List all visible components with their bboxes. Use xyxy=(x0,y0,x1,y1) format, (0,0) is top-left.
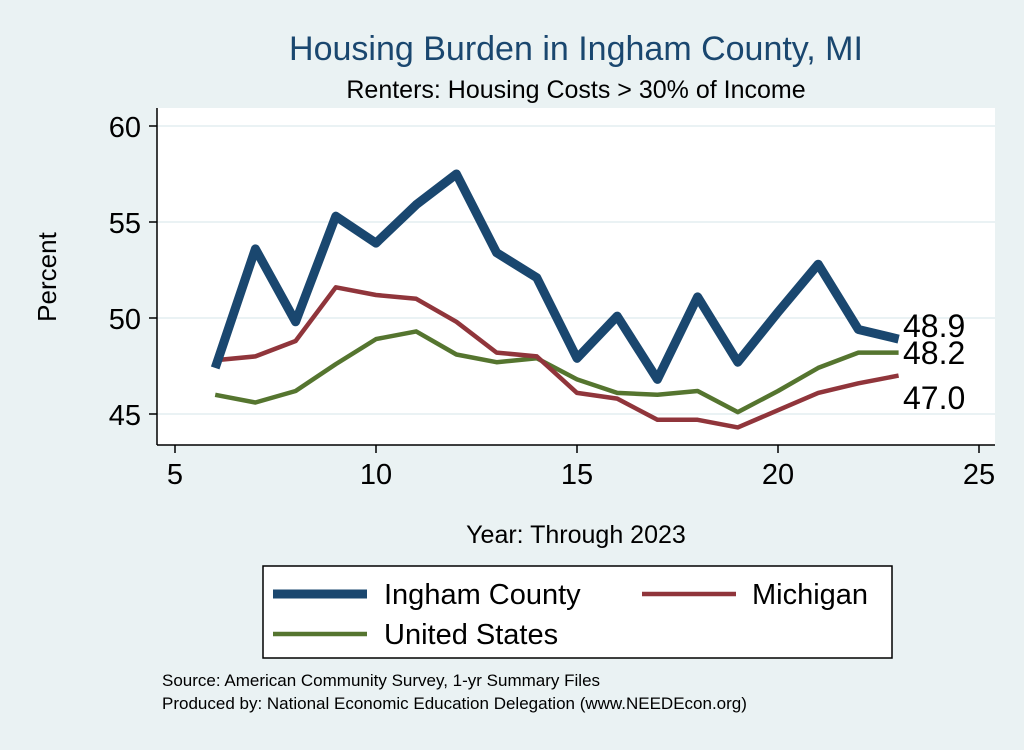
y-tick-label-55: 55 xyxy=(109,208,141,240)
series-line-michigan xyxy=(214,285,900,430)
y-tick-label-60: 60 xyxy=(109,112,141,144)
end-label-michigan: 47.0 xyxy=(903,380,965,416)
y-tick-label-45: 45 xyxy=(109,400,141,432)
x-axis-label: Year: Through 2023 xyxy=(466,521,686,549)
series-line-ingham-county xyxy=(210,169,900,384)
x-tick-label-20: 20 xyxy=(762,459,794,491)
produced-note: Produced by: National Economic Education… xyxy=(162,694,747,713)
source-note: Source: American Community Survey, 1-yr … xyxy=(162,671,600,690)
x-tick-label-10: 10 xyxy=(360,459,392,491)
x-tick-label-15: 15 xyxy=(561,459,593,491)
axis-ticks: 45 50 55 60 5 10 15 20 25 xyxy=(109,112,995,491)
chart-title: Housing Burden in Ingham County, MI xyxy=(289,30,863,68)
x-tick-label-5: 5 xyxy=(167,459,183,491)
legend: Ingham County Michigan United States xyxy=(273,579,868,651)
series-line-united-states xyxy=(214,329,899,415)
x-tick-label-25: 25 xyxy=(963,459,995,491)
legend-label-united-states: United States xyxy=(384,619,558,651)
end-label-ingham-county: 48.9 xyxy=(903,308,965,344)
legend-label-michigan: Michigan xyxy=(752,579,868,611)
y-axis-label: Percent xyxy=(32,231,62,321)
legend-label-ingham-county: Ingham County xyxy=(384,579,581,611)
chart-subtitle: Renters: Housing Costs > 30% of Income xyxy=(346,76,805,104)
end-labels: 48.948.2 47.0 xyxy=(903,308,965,416)
y-tick-label-50: 50 xyxy=(109,304,141,336)
series-lines xyxy=(210,169,900,430)
end-label-united-states: 48.2 xyxy=(903,335,965,371)
legend-box xyxy=(262,565,893,659)
